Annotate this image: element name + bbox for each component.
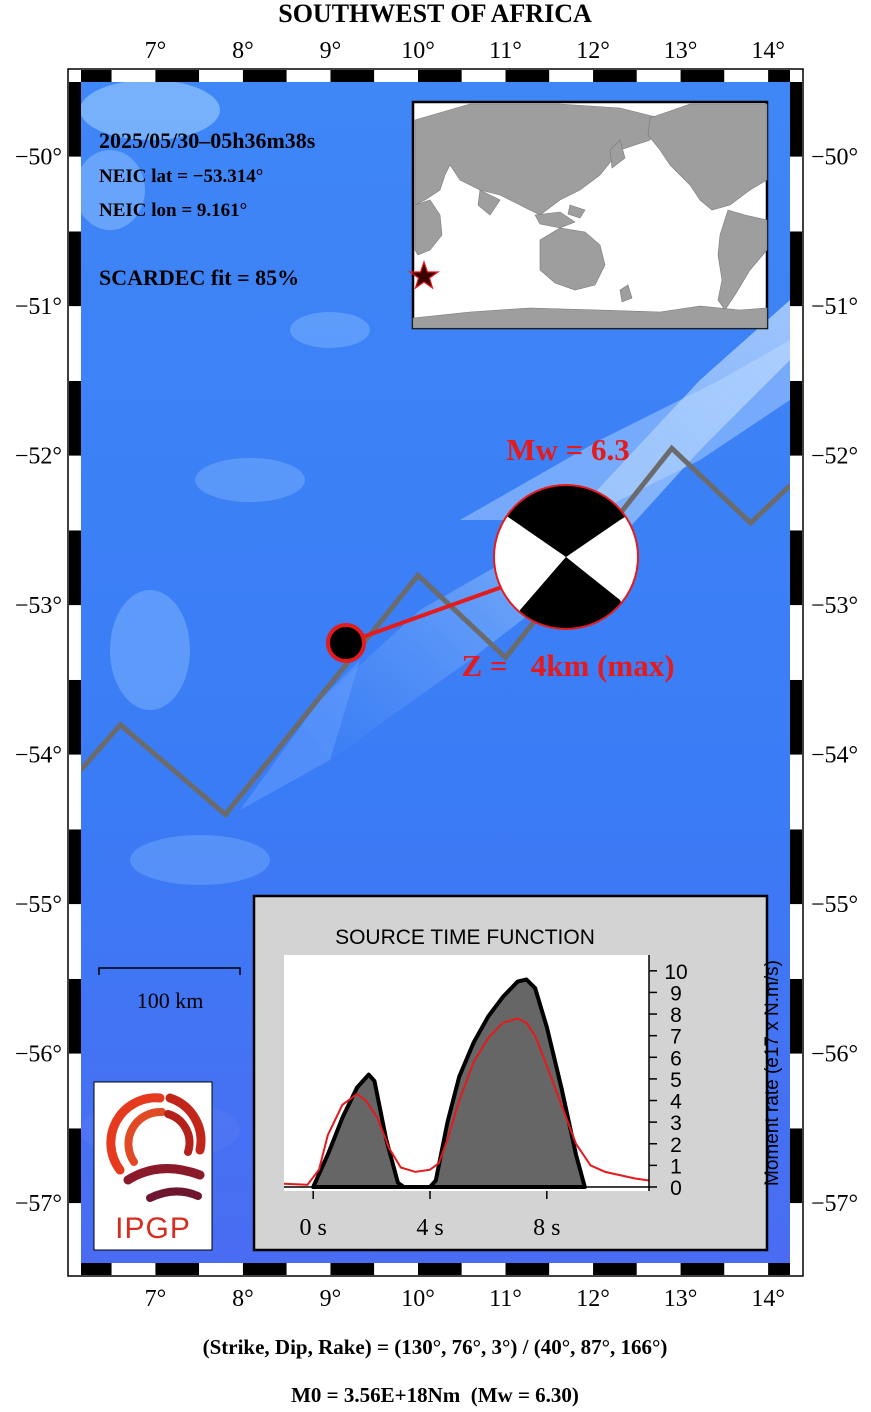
lon-tick-label-bottom: 10° bbox=[401, 1286, 435, 1312]
lat-tick-label-right: −50° bbox=[811, 145, 858, 171]
lon-tick-label-bottom: 12° bbox=[576, 1286, 610, 1312]
longitude-labels-bottom: 7° 8° 9° 10° 11° 12° 13° 14° bbox=[145, 1286, 785, 1312]
event-longitude: NEIC lon = 9.161° bbox=[99, 200, 247, 221]
event-datetime: 2025/05/30–05h36m38s bbox=[99, 128, 316, 153]
lat-tick-label-left: −57° bbox=[15, 1191, 62, 1217]
lon-tick-label-bottom: 13° bbox=[664, 1286, 698, 1312]
lon-tick-label-bottom: 7° bbox=[145, 1286, 167, 1312]
stf-y-tick-label: 6 bbox=[670, 1047, 682, 1070]
epicenter-star-icon bbox=[408, 260, 440, 290]
depth-label: Z = 4km (max) bbox=[461, 648, 674, 683]
stf-y-tick-label: 3 bbox=[670, 1112, 682, 1135]
scardec-fit: SCARDEC fit = 85% bbox=[99, 265, 299, 290]
stf-y-tick-label: 8 bbox=[670, 1004, 682, 1027]
scale-bar-label: 100 km bbox=[137, 988, 204, 1013]
lon-tick-label-top: 14° bbox=[751, 38, 785, 64]
plate-boundary-line bbox=[81, 444, 790, 819]
magnitude-label: Mw = 6.3 bbox=[506, 432, 630, 467]
world-inset-map bbox=[408, 100, 769, 330]
lon-tick-label-bottom: 9° bbox=[320, 1286, 342, 1312]
lon-tick-label-top: 9° bbox=[320, 38, 342, 64]
lon-tick-label-top: 11° bbox=[489, 38, 522, 64]
stf-y-tick-label: 10 bbox=[664, 961, 687, 984]
stf-y-tick-label: 7 bbox=[670, 1026, 682, 1049]
lat-tick-label-left: −54° bbox=[15, 743, 62, 769]
lon-tick-label-top: 8° bbox=[232, 38, 254, 64]
beachball-connector-line bbox=[345, 585, 503, 645]
stf-area bbox=[311, 977, 587, 1189]
stf-x-axis: 0 s 4 s 8 s bbox=[300, 1191, 560, 1241]
event-latitude: NEIC lat = −53.314° bbox=[99, 166, 263, 187]
latitude-labels-right: −50° −51° −52° −53° −54° −55° −56° −57° bbox=[811, 145, 858, 1217]
stf-y-tick-label: 9 bbox=[670, 982, 682, 1005]
stf-y-tick-label: 5 bbox=[670, 1069, 682, 1092]
latitude-labels-left: −50° −51° −52° −53° −54° −55° −56° −57° bbox=[15, 145, 62, 1217]
lat-tick-label-right: −51° bbox=[811, 294, 858, 320]
stf-x-tick-label: 0 s bbox=[300, 1215, 327, 1241]
lat-tick-label-left: −51° bbox=[15, 294, 62, 320]
stf-y-tick-label: 2 bbox=[670, 1134, 682, 1157]
ipgp-logo: IPGP bbox=[93, 1081, 213, 1251]
bathymetry-highlights bbox=[81, 82, 790, 1160]
lon-tick-label-bottom: 14° bbox=[751, 1286, 785, 1312]
stf-x-tick-label: 8 s bbox=[533, 1215, 560, 1241]
lat-tick-label-right: −57° bbox=[811, 1191, 858, 1217]
stf-y-tick-label: 1 bbox=[670, 1155, 682, 1178]
stf-y-tick-label: 0 bbox=[670, 1177, 682, 1200]
scale-bar: 100 km bbox=[98, 967, 241, 1013]
stf-y-tick-label: 4 bbox=[670, 1091, 682, 1114]
lat-tick-label-left: −56° bbox=[15, 1042, 62, 1068]
seismic-moment-text: M0 = 3.56E+18Nm (Mw = 6.30) bbox=[291, 1383, 579, 1407]
lat-tick-label-left: −53° bbox=[15, 593, 62, 619]
lat-tick-label-right: −54° bbox=[811, 743, 858, 769]
stf-plot bbox=[283, 977, 650, 1189]
lat-tick-label-right: −53° bbox=[811, 593, 858, 619]
lon-tick-label-bottom: 11° bbox=[489, 1286, 522, 1312]
stf-red-curve bbox=[283, 1017, 650, 1186]
map-title: SOUTHWEST OF AFRICA bbox=[278, 0, 592, 28]
epicenter-marker bbox=[326, 623, 366, 663]
longitude-labels-top: 7° 8° 9° 10° 11° 12° 13° 14° bbox=[145, 38, 785, 64]
stf-x-tick-label: 4 s bbox=[416, 1215, 443, 1241]
lat-tick-label-right: −56° bbox=[811, 1042, 858, 1068]
lon-tick-label-top: 13° bbox=[664, 38, 698, 64]
lat-tick-label-right: −52° bbox=[811, 444, 858, 470]
stf-title: SOURCE TIME FUNCTION bbox=[335, 926, 595, 949]
lon-tick-label-top: 10° bbox=[401, 38, 435, 64]
mechanism-text: (Strike, Dip, Rake) = (130°, 76°, 3°) / … bbox=[203, 1335, 668, 1359]
lat-tick-label-left: −52° bbox=[15, 444, 62, 470]
logo-text: IPGP bbox=[115, 1212, 191, 1245]
lon-tick-label-top: 7° bbox=[145, 38, 167, 64]
lon-tick-label-top: 12° bbox=[576, 38, 610, 64]
stf-ylabel: Moment rate (e17 x N.m/s) bbox=[762, 960, 783, 1186]
lon-tick-label-bottom: 8° bbox=[232, 1286, 254, 1312]
lat-tick-label-right: −55° bbox=[811, 892, 858, 918]
lat-tick-label-left: −55° bbox=[15, 892, 62, 918]
lat-tick-label-left: −50° bbox=[15, 145, 62, 171]
